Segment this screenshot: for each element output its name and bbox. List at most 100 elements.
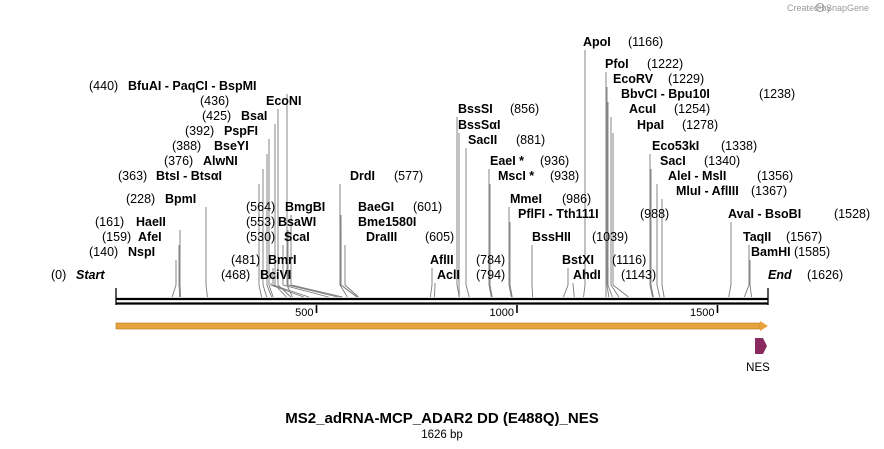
site-leader <box>531 245 534 298</box>
end-label: End <box>768 268 792 282</box>
site-leader <box>178 245 181 298</box>
enzyme-site-position: (986) <box>562 192 591 206</box>
enzyme-site-position: (605) <box>425 230 454 244</box>
site-leader <box>743 245 750 298</box>
enzyme-site-label[interactable]: BtsI - BtsαI <box>156 169 222 183</box>
enzyme-site-label[interactable]: BseYI <box>214 139 249 153</box>
start-position: (0) <box>51 268 66 282</box>
site-leader <box>171 260 177 298</box>
nes-label: NES <box>746 362 770 374</box>
enzyme-site-label[interactable]: PspFI <box>224 124 258 138</box>
enzyme-site-label[interactable]: MscI * <box>498 169 534 183</box>
site-leader <box>508 207 512 298</box>
enzyme-site-label[interactable]: AclI <box>437 268 460 282</box>
enzyme-site-position: (577) <box>394 169 423 183</box>
enzyme-site-label[interactable]: PfoI <box>605 57 629 71</box>
enzyme-site-position: (1254) <box>674 102 710 116</box>
enzyme-site-label[interactable]: AcuI <box>629 102 656 116</box>
enzyme-site-label[interactable]: DraIII <box>366 230 397 244</box>
site-leader <box>607 102 613 298</box>
enzyme-site-position: (159) <box>102 230 131 244</box>
enzyme-site-label[interactable]: AleI - MslI <box>668 169 726 183</box>
enzyme-site-position: (388) <box>172 139 201 153</box>
enzyme-site-position: (1338) <box>721 139 757 153</box>
enzyme-site-position: (564) <box>246 200 275 214</box>
enzyme-site-label[interactable]: BciVI <box>260 268 291 282</box>
enzyme-site-label[interactable]: NspI <box>128 245 155 259</box>
enzyme-site-label[interactable]: BssSI <box>458 102 493 116</box>
credit-app: SnapGene <box>826 3 869 13</box>
enzyme-site-label[interactable]: SacI <box>660 154 686 168</box>
enzyme-site-label[interactable]: AfeI <box>138 230 162 244</box>
start-end-labels: (0) Start End (1626) <box>51 268 843 282</box>
enzyme-site-label[interactable]: EcoRV <box>613 72 654 86</box>
ruler-tick-label: 1500 <box>690 307 714 319</box>
sequence-ruler: 500 1000 1500 <box>115 288 769 319</box>
enzyme-site-label[interactable]: ScaI <box>284 230 310 244</box>
enzyme-site-position: (1340) <box>704 154 740 168</box>
enzyme-site-label[interactable]: DrdI <box>350 169 375 183</box>
enzyme-site-label[interactable]: BaeGI <box>358 200 394 214</box>
site-leader <box>340 230 358 298</box>
site-leader <box>728 222 732 298</box>
site-leader <box>749 260 753 298</box>
nes-feature-arrow[interactable] <box>755 338 767 354</box>
enzyme-site-label[interactable]: BamHI <box>751 245 791 259</box>
enzyme-site-label[interactable]: BstXI <box>562 253 594 267</box>
enzyme-site-label[interactable]: AvaI - BsoBI <box>728 207 801 221</box>
backbone-arrowhead <box>760 321 768 331</box>
site-leader <box>649 154 653 298</box>
enzyme-site-label[interactable]: SacII <box>468 133 497 147</box>
enzyme-site-label[interactable]: EcoNI <box>266 94 301 108</box>
enzyme-site-label[interactable]: EaeI * <box>490 154 524 168</box>
enzyme-site-position: (784) <box>476 253 505 267</box>
enzyme-site-label[interactable]: BssSαI <box>458 118 500 132</box>
plasmid-title: MS2_adRNA-MCP_ADAR2 DD (E488Q)_NES <box>285 410 598 427</box>
enzyme-site-position: (140) <box>89 245 118 259</box>
credit: Created by SnapGene <box>787 3 869 13</box>
enzyme-site-label[interactable]: BfuAI - PaqCI - BspMI <box>128 79 256 93</box>
enzyme-site-position: (1222) <box>647 57 683 71</box>
enzyme-site-label[interactable]: BpmI <box>165 192 196 206</box>
site-leader <box>489 184 493 298</box>
site-leader <box>340 215 358 298</box>
enzyme-site-label[interactable]: Eco53kI <box>652 139 699 153</box>
enzyme-site-label[interactable]: BbvCI - Bpu10I <box>621 87 710 101</box>
enzyme-site-label[interactable]: BmrI <box>268 253 296 267</box>
enzyme-site-position: (794) <box>476 268 505 282</box>
enzyme-site-label[interactable]: Bme1580I <box>358 215 416 229</box>
enzyme-site-position: (1229) <box>668 72 704 86</box>
enzyme-site-label[interactable]: HpaI <box>637 118 664 132</box>
enzyme-site-label[interactable]: AflII <box>430 253 454 267</box>
enzyme-site-label[interactable]: AhdI <box>573 268 601 282</box>
site-leader <box>274 124 287 298</box>
enzyme-site-label[interactable]: HaeII <box>136 215 166 229</box>
enzyme-site-position: (363) <box>118 169 147 183</box>
enzyme-site-label[interactable]: ApoI <box>583 35 611 49</box>
enzyme-site-position: (436) <box>200 94 229 108</box>
enzyme-site-position: (425) <box>202 109 231 123</box>
ruler-tick-label: 500 <box>295 307 313 319</box>
enzyme-site-label[interactable]: MmeI <box>510 192 542 206</box>
enzyme-site-position: (1116) <box>612 253 646 267</box>
enzyme-site-label[interactable]: BsaWI <box>278 215 316 229</box>
enzyme-site-label[interactable]: PflFI - Tth111I <box>518 207 599 221</box>
enzyme-site-label[interactable]: TaqII <box>743 230 771 244</box>
enzyme-site-position: (988) <box>640 207 669 221</box>
enzyme-site-label[interactable]: BssHII <box>532 230 571 244</box>
site-leader <box>606 87 610 298</box>
site-leader <box>465 148 470 298</box>
site-leader <box>287 230 338 298</box>
enzyme-site-position: (376) <box>164 154 193 168</box>
enzyme-site-position: (530) <box>246 230 275 244</box>
site-leader <box>509 222 513 298</box>
enzyme-site-label[interactable]: MluI - AflIII <box>676 184 739 198</box>
site-labels: NspI (140) AfeI (159) HaeII (161) BpmI (228)Bts… <box>89 35 870 282</box>
enzyme-site-label[interactable]: BmgBI <box>285 200 325 214</box>
site-leader-lines <box>171 50 753 298</box>
enzyme-site-label[interactable]: AlwNI <box>203 154 238 168</box>
feature-nes[interactable]: NES <box>746 338 770 374</box>
site-leader <box>572 283 575 298</box>
enzyme-site-label[interactable]: BsaI <box>241 109 267 123</box>
